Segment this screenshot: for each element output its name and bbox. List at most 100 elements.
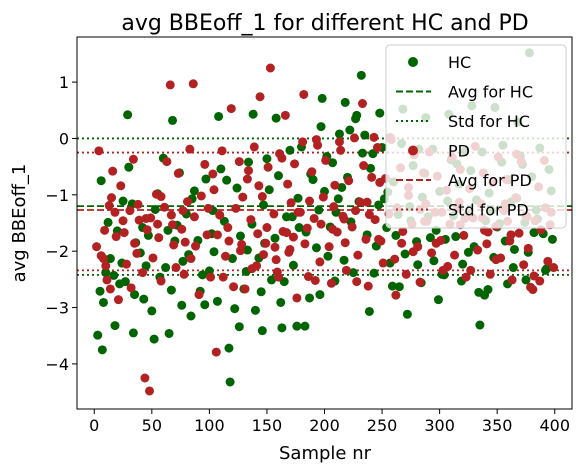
pd-point bbox=[450, 250, 460, 260]
pd-point bbox=[101, 261, 111, 271]
hc-point bbox=[509, 244, 519, 254]
pd-point bbox=[329, 202, 339, 212]
pd-point bbox=[231, 203, 241, 213]
hc-point bbox=[337, 182, 347, 192]
pd-point bbox=[246, 215, 256, 225]
pd-point bbox=[173, 168, 183, 178]
x-tick-label: 350 bbox=[482, 416, 513, 435]
pd-point bbox=[528, 285, 538, 295]
pd-point bbox=[286, 198, 296, 208]
pd-point bbox=[390, 254, 400, 264]
hc-point bbox=[93, 330, 103, 340]
pd-point bbox=[183, 197, 193, 207]
hc-point bbox=[273, 171, 283, 181]
hc-point bbox=[227, 254, 237, 264]
hc-point bbox=[234, 322, 244, 332]
hc-point bbox=[97, 345, 107, 355]
pd-point bbox=[293, 207, 303, 217]
hc-point bbox=[293, 193, 303, 203]
pd-point bbox=[427, 248, 437, 258]
hc-point bbox=[264, 185, 274, 195]
legend-label: HC bbox=[448, 53, 471, 72]
hc-point bbox=[348, 268, 358, 278]
hc-point bbox=[402, 309, 412, 319]
hc-point bbox=[166, 285, 176, 295]
pd-point bbox=[271, 255, 281, 265]
pd-point bbox=[367, 172, 377, 182]
hc-point bbox=[345, 125, 355, 135]
pd-point bbox=[186, 254, 196, 264]
pd-point bbox=[270, 242, 280, 252]
pd-point bbox=[107, 193, 117, 203]
hc-point bbox=[276, 297, 286, 307]
pd-point bbox=[535, 276, 545, 286]
hc-point bbox=[200, 300, 210, 310]
pd-point bbox=[431, 238, 441, 248]
y-tick-label: −1 bbox=[45, 186, 69, 205]
legend-marker-dot bbox=[408, 145, 418, 156]
hc-point bbox=[315, 290, 325, 300]
pd-point bbox=[165, 80, 175, 90]
pd-point bbox=[334, 137, 344, 147]
hc-point bbox=[400, 249, 410, 259]
legend-label: Avg for PD bbox=[448, 171, 532, 190]
pd-point bbox=[122, 259, 131, 269]
hc-point bbox=[480, 290, 490, 300]
hc-point bbox=[429, 256, 439, 266]
pd-point bbox=[339, 214, 349, 224]
pd-point bbox=[359, 161, 369, 171]
hc-point bbox=[222, 175, 232, 185]
hc-point bbox=[364, 306, 374, 316]
pd-point bbox=[326, 278, 336, 288]
hc-point bbox=[96, 176, 106, 186]
pd-point bbox=[189, 212, 199, 222]
hc-point bbox=[178, 256, 188, 266]
pd-point bbox=[224, 236, 234, 246]
legend-label: Std for HC bbox=[448, 112, 530, 131]
pd-point bbox=[159, 202, 169, 212]
pd-point bbox=[218, 272, 228, 282]
hc-point bbox=[292, 321, 302, 331]
pd-point bbox=[153, 219, 163, 229]
pd-point bbox=[128, 154, 138, 164]
pd-point bbox=[108, 166, 118, 176]
hc-point bbox=[242, 245, 252, 255]
hc-point bbox=[328, 158, 338, 168]
hc-point bbox=[294, 223, 304, 233]
pd-point bbox=[491, 255, 501, 265]
hc-point bbox=[425, 233, 435, 243]
pd-point bbox=[352, 277, 362, 287]
hc-point bbox=[391, 230, 401, 240]
pd-point bbox=[282, 228, 292, 238]
pd-point bbox=[263, 162, 273, 172]
pd-point bbox=[340, 238, 350, 248]
hc-point bbox=[95, 286, 105, 296]
pd-point bbox=[299, 89, 309, 99]
hc-point bbox=[387, 281, 397, 291]
pd-point bbox=[116, 181, 126, 191]
pd-point bbox=[215, 210, 225, 220]
chart-title: avg BBEoff_1 for different HC and PD bbox=[121, 11, 528, 36]
hc-point bbox=[262, 154, 272, 164]
hc-point bbox=[147, 306, 157, 316]
pd-point bbox=[351, 206, 361, 216]
hc-point bbox=[433, 295, 443, 305]
pd-point bbox=[347, 222, 357, 232]
pd-point bbox=[154, 233, 164, 243]
pd-point bbox=[118, 216, 128, 226]
hc-point bbox=[201, 174, 211, 184]
hc-point bbox=[124, 162, 134, 172]
hc-point bbox=[375, 108, 385, 118]
pd-point bbox=[202, 230, 212, 240]
pd-point bbox=[206, 272, 216, 282]
pd-point bbox=[191, 241, 201, 251]
hc-point bbox=[288, 260, 298, 270]
x-tick-label: 0 bbox=[89, 416, 99, 435]
hc-point bbox=[305, 293, 315, 303]
hc-point bbox=[323, 251, 333, 261]
hc-point bbox=[128, 328, 138, 338]
hc-point bbox=[366, 163, 376, 173]
pd-point bbox=[318, 192, 328, 202]
pd-point bbox=[506, 230, 516, 240]
